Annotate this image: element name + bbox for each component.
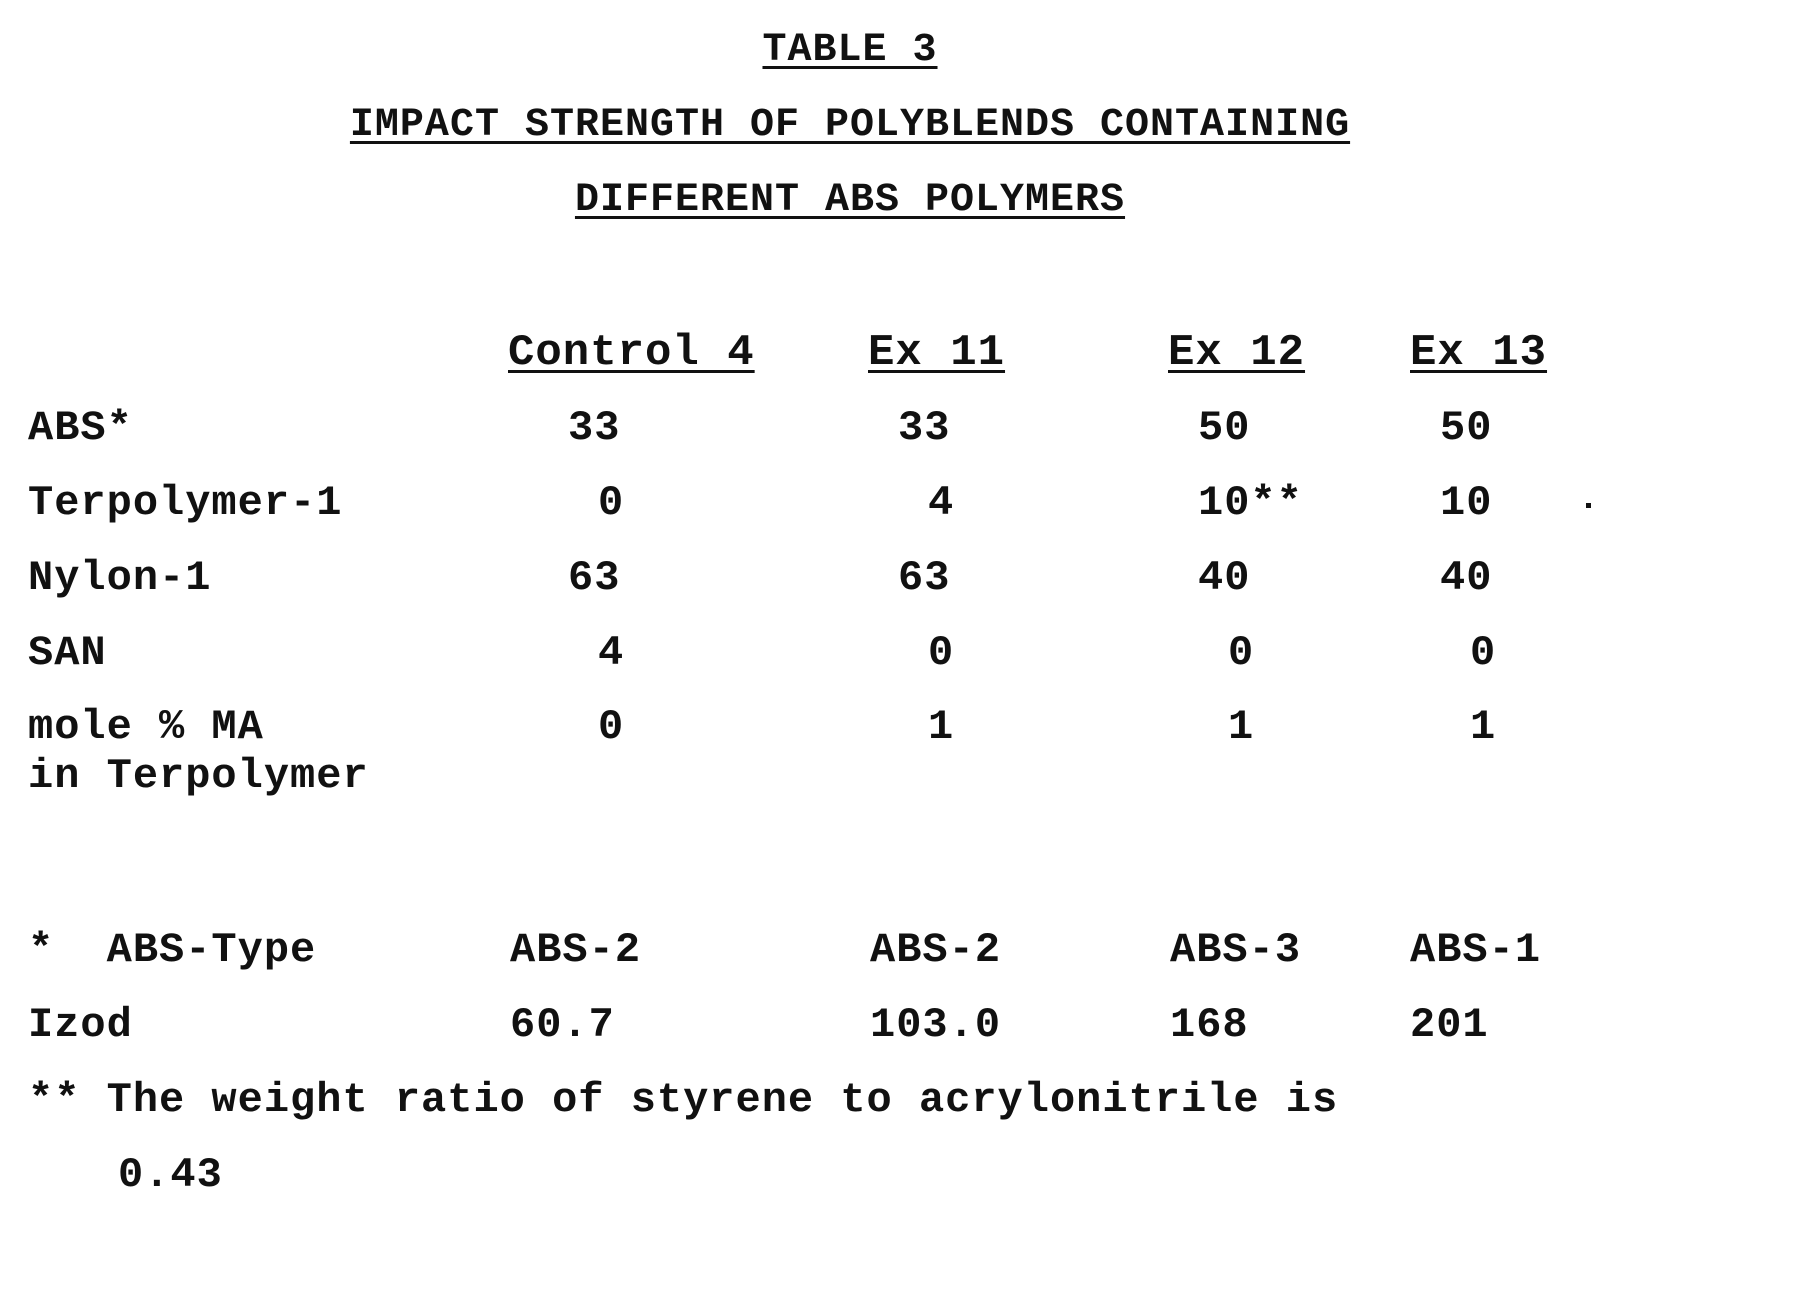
row-label-san: SAN [28, 629, 107, 677]
row-label-nylon-1: Nylon-1 [28, 554, 212, 602]
cell-mole-ma-ex-11: 1 [928, 703, 955, 751]
cell-mole-ma-control-4: 0 [598, 703, 625, 751]
cell-abs-control-4: 33 [568, 404, 621, 452]
cell-abs-type-ex-13: ABS-1 [1410, 926, 1542, 974]
footnote-line-2: 0.43 [118, 1151, 223, 1199]
cell-abs-type-ex-12: ABS-3 [1170, 926, 1302, 974]
table-title-line-1-text: IMPACT STRENGTH OF POLYBLENDS CONTAINING [349, 103, 1351, 148]
cell-terpolymer-control-4: 0 [598, 479, 625, 527]
cell-abs-type-ex-11: ABS-2 [870, 926, 1002, 974]
cell-mole-ma-ex-13: 1 [1470, 703, 1497, 751]
cell-mole-ma-ex-12: 1 [1228, 703, 1255, 751]
cell-nylon-ex-13: 40 [1440, 554, 1493, 602]
column-header-ex-11: Ex 11 [868, 328, 1006, 378]
cell-nylon-ex-12: 40 [1198, 554, 1251, 602]
cell-terpolymer-ex-12: 10** [1198, 479, 1303, 527]
cell-nylon-control-4: 63 [568, 554, 621, 602]
footnote-line-1: ** The weight ratio of styrene to acrylo… [28, 1076, 1339, 1124]
table-title-line-2-text: DIFFERENT ABS POLYMERS [574, 178, 1126, 223]
cell-terpolymer-ex-11: 4 [928, 479, 955, 527]
row-label-mole-ma-line-2: in Terpolymer [28, 752, 369, 800]
cell-san-ex-11: 0 [928, 629, 955, 677]
cell-nylon-ex-11: 63 [898, 554, 951, 602]
cell-terpolymer-ex-13: 10 [1440, 479, 1493, 527]
row-label-abs: ABS* [28, 404, 133, 452]
row-label-mole-ma: mole % MA [28, 703, 264, 751]
column-header-ex-13: Ex 13 [1410, 328, 1548, 378]
column-header-control-4: Control 4 [508, 328, 755, 378]
row-label-abs-type: * ABS-Type [28, 926, 317, 974]
cell-san-ex-13: 0 [1470, 629, 1497, 677]
stray-dot [1586, 503, 1591, 508]
table-title-line-2: DIFFERENT ABS POLYMERS [0, 178, 1700, 223]
row-label-terpolymer-1: Terpolymer-1 [28, 479, 343, 527]
cell-izod-ex-12: 168 [1170, 1001, 1249, 1049]
cell-abs-ex-11: 33 [898, 404, 951, 452]
cell-abs-ex-13: 50 [1440, 404, 1493, 452]
cell-izod-ex-11: 103.0 [870, 1001, 1002, 1049]
table-number-text: TABLE 3 [762, 28, 938, 73]
cell-izod-control-4: 60.7 [510, 1001, 615, 1049]
cell-abs-ex-12: 50 [1198, 404, 1251, 452]
cell-san-control-4: 4 [598, 629, 625, 677]
table-title-line-1: IMPACT STRENGTH OF POLYBLENDS CONTAINING [0, 103, 1700, 148]
row-label-izod: Izod [28, 1001, 133, 1049]
cell-izod-ex-13: 201 [1410, 1001, 1489, 1049]
cell-abs-type-control-4: ABS-2 [510, 926, 642, 974]
table-number: TABLE 3 [0, 28, 1700, 73]
cell-san-ex-12: 0 [1228, 629, 1255, 677]
column-header-ex-12: Ex 12 [1168, 328, 1306, 378]
